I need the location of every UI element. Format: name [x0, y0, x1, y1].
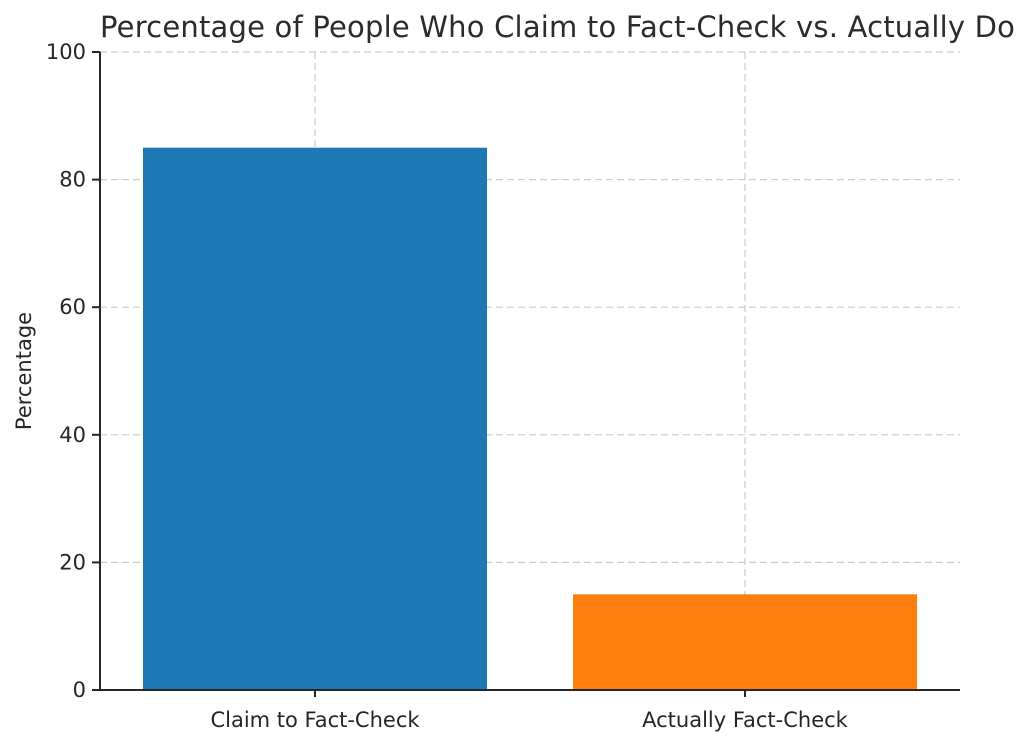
chart-title: Percentage of People Who Claim to Fact-C… [100, 10, 1016, 44]
y-tick-label-80: 80 [59, 168, 86, 192]
x-tick-label-claim-to-fact-check: Claim to Fact-Check [210, 708, 420, 732]
bar-actually-fact-check [573, 594, 917, 690]
y-tick-label-0: 0 [73, 678, 86, 702]
y-tick-label-100: 100 [46, 40, 86, 64]
y-axis-label-text: Percentage [12, 311, 36, 431]
y-tick-label-40: 40 [59, 423, 86, 447]
x-tick-label-actually-fact-check: Actually Fact-Check [642, 708, 849, 732]
y-tick-label-60: 60 [59, 295, 86, 319]
bar-claim-to-fact-check [143, 147, 487, 690]
y-tick-label-20: 20 [59, 550, 86, 574]
